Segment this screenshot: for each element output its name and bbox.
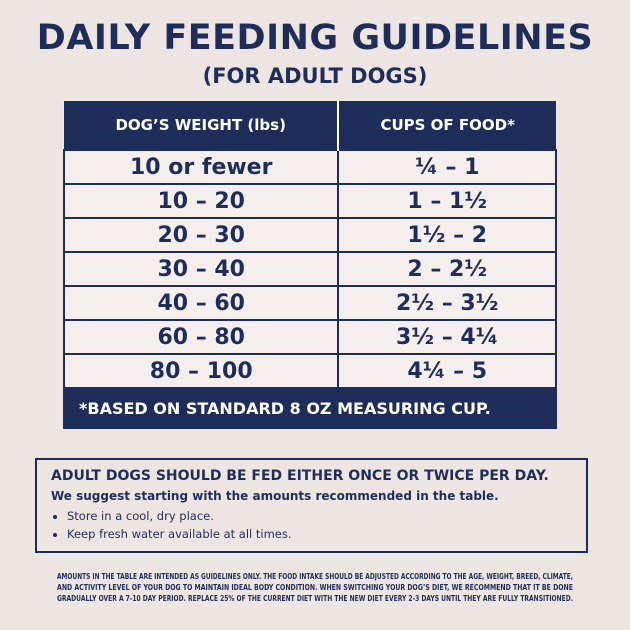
table-row: 30 – 40 2 – 2½ <box>62 251 557 287</box>
note-text: We suggest starting with the amounts rec… <box>51 489 499 503</box>
cups-cell: 2½ – 3½ <box>337 285 557 321</box>
table-row: 20 – 30 1½ – 2 <box>62 217 557 253</box>
weight-cell: 60 – 80 <box>62 319 340 355</box>
disclaimer: AMOUNTS IN THE TABLE ARE INTENDED AS GUI… <box>57 571 573 604</box>
cups-cell: 3½ – 4¼ <box>337 319 557 355</box>
weight-cell: 20 – 30 <box>62 217 340 253</box>
weight-cell: 80 – 100 <box>62 353 340 389</box>
cups-cell: 1½ – 2 <box>337 217 557 253</box>
bullet: Keep fresh water available at all times. <box>67 525 572 543</box>
cups-cell: 1 – 1½ <box>337 183 557 219</box>
weight-cell: 10 – 20 <box>62 183 340 219</box>
disclaimer-line: AMOUNTS IN THE TABLE ARE INTENDED AS GUI… <box>57 572 573 581</box>
header-row: DOG’S WEIGHT (lbs) CUPS OF FOOD* <box>64 101 556 150</box>
cups-cell: 2 – 2½ <box>337 251 557 287</box>
table-row: 10 or fewer ¼ – 1 <box>62 149 557 185</box>
weight-cell: 30 – 40 <box>62 251 340 287</box>
footnote: *BASED ON STANDARD 8 OZ MEASURING CUP. <box>63 387 557 429</box>
weight-cell: 40 – 60 <box>62 285 340 321</box>
column-header: CUPS OF FOOD* <box>337 101 556 150</box>
note-box: ADULT DOGS SHOULD BE FED EITHER ONCE OR … <box>35 458 588 553</box>
cups-cell: ¼ – 1 <box>337 149 557 185</box>
subtitle: (FOR ADULT DOGS) <box>202 64 428 88</box>
cups-cell: 4¼ – 5 <box>337 353 557 389</box>
table-row: 40 – 60 2½ – 3½ <box>62 285 557 321</box>
title: DAILY FEEDING GUIDELINES <box>36 18 594 58</box>
footnote-row: *BASED ON STANDARD 8 OZ MEASURING CUP. <box>63 387 557 429</box>
disclaimer-line: GRADUALLY OVER A 7-10 DAY PERIOD. REPLAC… <box>57 594 573 603</box>
table-row: 10 – 20 1 – 1½ <box>62 183 557 219</box>
column-header: DOG’S WEIGHT (lbs) <box>64 101 339 150</box>
note-heading: ADULT DOGS SHOULD BE FED EITHER ONCE OR … <box>51 468 549 484</box>
table-row: 80 – 100 4¼ – 5 <box>62 353 557 389</box>
feeding-table: DOG’S WEIGHT (lbs) CUPS OF FOOD* 10 or fe… <box>62 101 557 429</box>
bullet-list: Store in a cool, dry place.Keep fresh wa… <box>51 507 572 543</box>
table-row: 60 – 80 3½ – 4¼ <box>62 319 557 355</box>
bullet: Store in a cool, dry place. <box>67 507 572 525</box>
disclaimer-line: AND ACTIVITY LEVEL OF YOUR DOG TO MAINTA… <box>57 583 573 592</box>
weight-cell: 10 or fewer <box>62 149 340 185</box>
